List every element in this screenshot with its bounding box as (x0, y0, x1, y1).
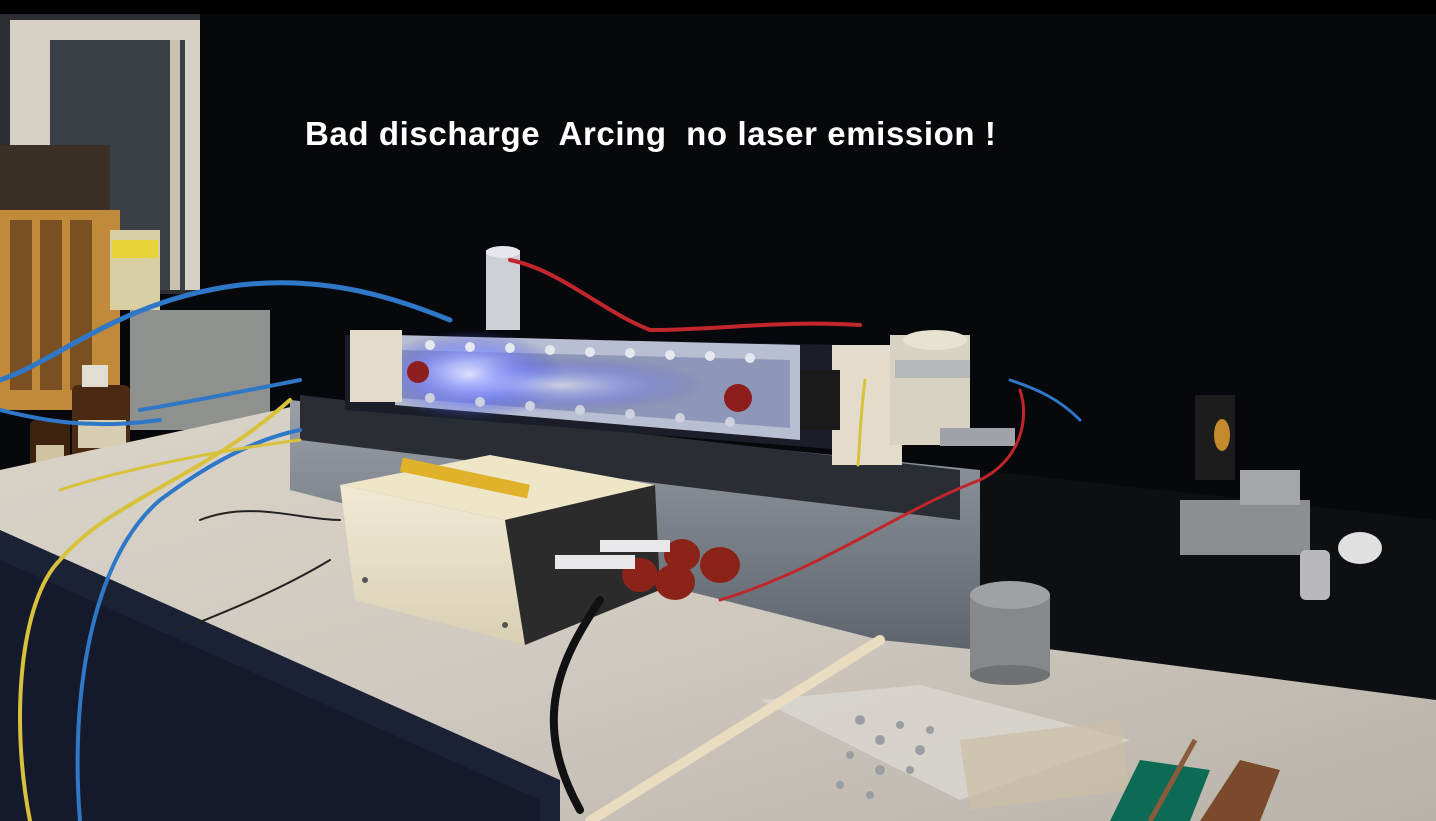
parts-box (760, 685, 1130, 810)
red-electrode-knob (407, 361, 429, 383)
grey-cylinder (970, 581, 1050, 685)
spark-gap-post (486, 246, 520, 330)
red-electrode-knob (724, 384, 752, 412)
tools-bottom-right (1110, 738, 1280, 821)
rail-shadow (300, 395, 960, 520)
laser-channel (345, 330, 1015, 465)
cables (0, 258, 1082, 821)
mirror-mount (1180, 395, 1382, 600)
hv-connectors (555, 539, 740, 600)
ceramic-rod (585, 635, 885, 821)
right-dark-base (980, 470, 1436, 700)
bench-front-cloth (0, 560, 540, 821)
caption-overlay: Bad discharge Arcing no laser emission ! (305, 115, 997, 152)
top-black-band (0, 0, 1436, 14)
left-shelf (0, 145, 270, 430)
